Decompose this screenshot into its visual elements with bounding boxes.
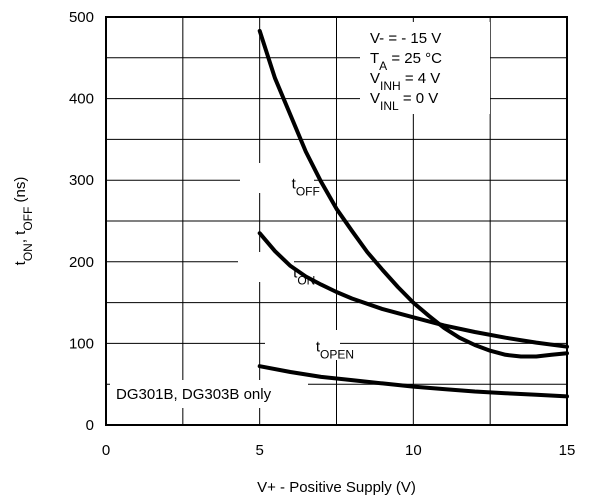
grid-lines [106, 17, 567, 425]
y-tick-label: 400 [69, 91, 94, 108]
condition-line: VINH = 4 V [370, 70, 440, 93]
label-background [360, 22, 490, 114]
y-tick-label: 0 [86, 417, 94, 434]
series-label-ton: tON [293, 264, 315, 287]
series-lines [257, 28, 569, 399]
footnote-label: DG301B, DG303B only [116, 386, 272, 403]
condition-line: V- = - 15 V [370, 30, 441, 47]
label-background [110, 380, 308, 408]
condition-line: VINL = 0 V [370, 90, 438, 113]
label-background [265, 330, 340, 360]
x-tick-label: 15 [559, 442, 576, 459]
y-tick-label: 200 [69, 254, 94, 271]
y-tick-label: 300 [69, 172, 94, 189]
plot-frame [105, 16, 568, 426]
x-tick-label: 0 [102, 442, 110, 459]
y-tick-label: 500 [69, 9, 94, 26]
condition-line: TA = 25 °C [370, 50, 442, 73]
series-line-topen [257, 364, 569, 399]
series-line-toff [257, 28, 569, 359]
label-background [240, 163, 314, 193]
series-labels: tOFF tON tOPEN [292, 175, 354, 361]
x-tick-label: 5 [255, 442, 263, 459]
label-backgrounds [110, 22, 490, 408]
x-tick-label: 10 [405, 442, 422, 459]
x-axis-label: V+ - Positive Supply (V) [257, 479, 416, 496]
series-label-toff: tOFF [292, 175, 320, 198]
series-line-ton [257, 231, 569, 349]
y-tick-labels: 0 100 200 300 400 500 [69, 9, 94, 434]
y-axis-label: tON, tOFF (ns) [12, 177, 35, 266]
label-background [238, 252, 294, 282]
series-label-topen: tOPEN [316, 339, 354, 362]
x-tick-labels: 0 5 10 15 [102, 442, 576, 459]
y-tick-label: 100 [69, 335, 94, 352]
